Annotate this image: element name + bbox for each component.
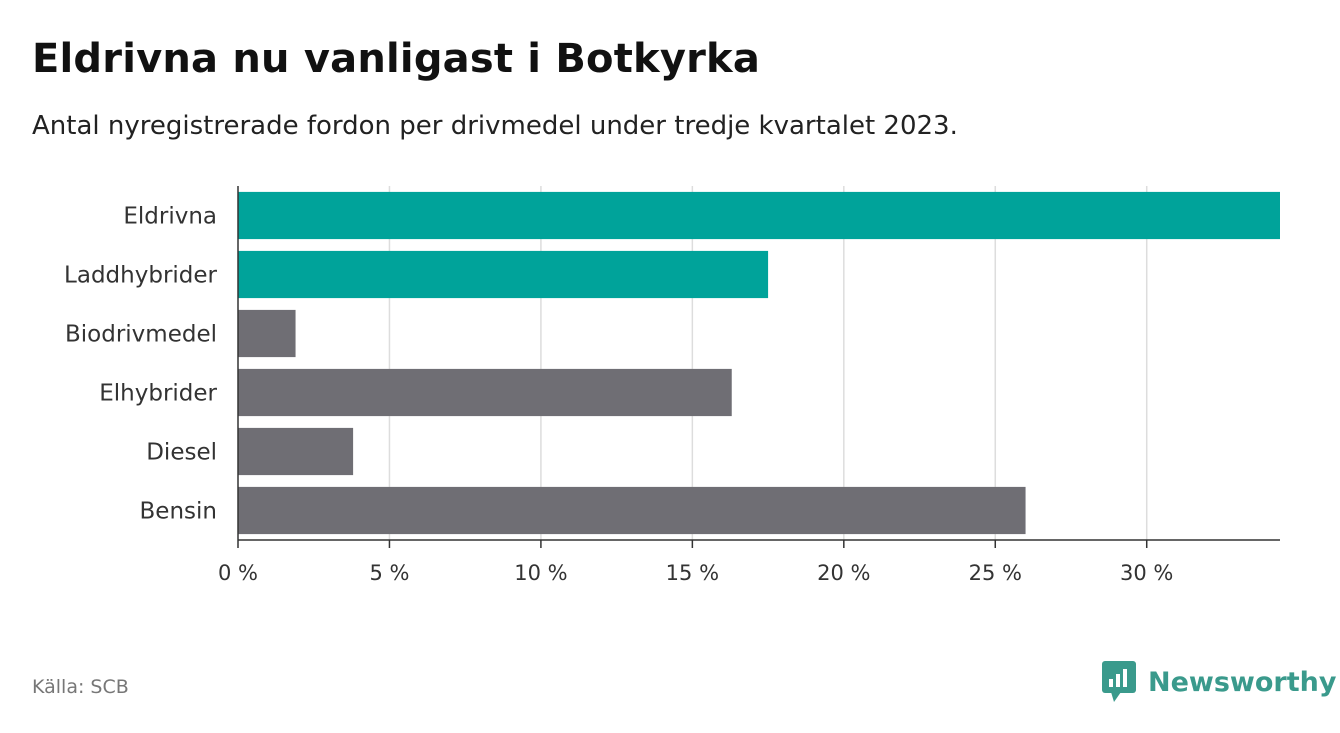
- logo-text: Newsworthy: [1148, 666, 1337, 698]
- source-note: Källa: SCB: [32, 676, 129, 698]
- bar-elhybrider: [238, 368, 732, 417]
- category-label: Elhybrider: [99, 381, 217, 407]
- newsworthy-logo: Newsworthy: [1102, 660, 1336, 704]
- x-tick-label: 5 %: [369, 561, 409, 585]
- bar-chart-speech-icon: [1102, 661, 1136, 702]
- x-tick-label: 20 %: [817, 561, 870, 585]
- category-label: Bensin: [140, 499, 217, 525]
- category-label: Biodrivmedel: [65, 322, 217, 348]
- bar-biodrivmedel: [238, 309, 296, 358]
- x-tick-label: 10 %: [514, 561, 567, 585]
- chart-title: Eldrivna nu vanligast i Botkyrka: [32, 36, 761, 82]
- x-tick-label: 25 %: [969, 561, 1022, 585]
- x-tick-label: 30 %: [1120, 561, 1173, 585]
- category-label: Diesel: [146, 440, 217, 466]
- category-label: Eldrivna: [123, 204, 217, 230]
- x-tick-label: 15 %: [666, 561, 719, 585]
- chart-subtitle: Antal nyregistrerade fordon per drivmede…: [32, 111, 958, 141]
- category-label: Laddhybrider: [64, 263, 217, 289]
- x-tick-label: 0 %: [218, 561, 258, 585]
- bar-eldrivna: [238, 191, 1280, 240]
- bar-laddhybrider: [238, 250, 769, 299]
- bar-bensin: [238, 486, 1026, 535]
- bar-diesel: [238, 427, 354, 476]
